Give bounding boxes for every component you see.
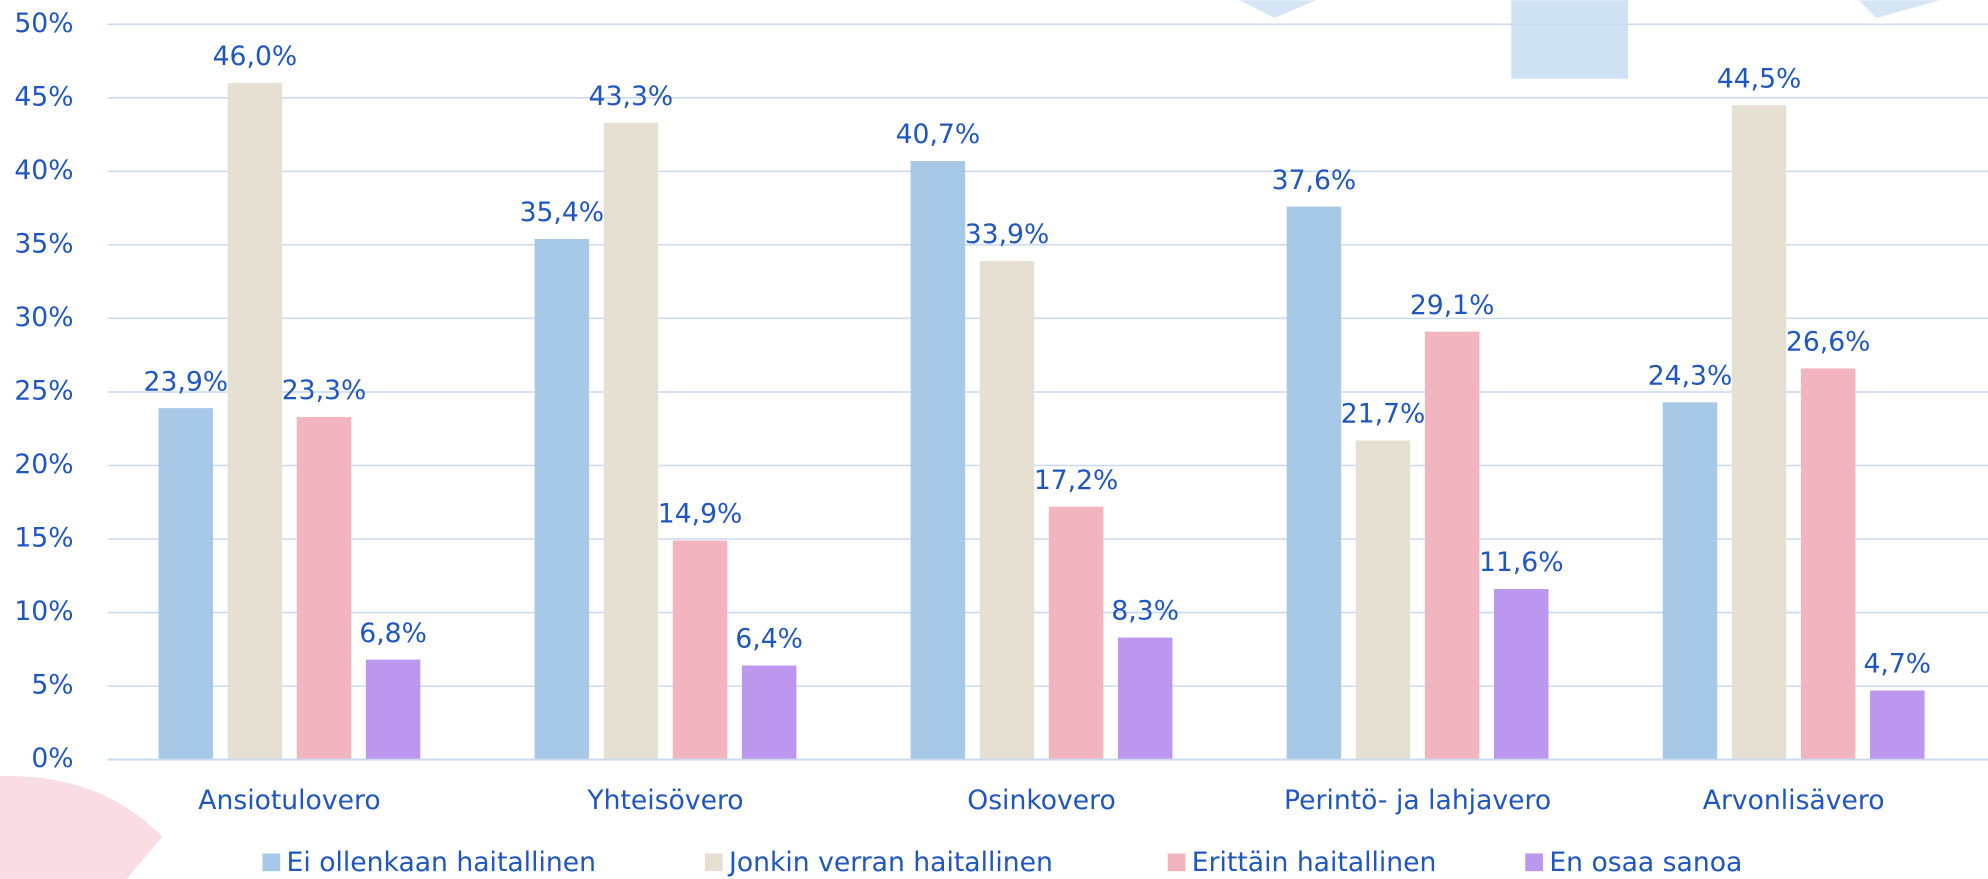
bar <box>1048 506 1104 760</box>
legend-label: Erittäin haitallinen <box>1192 847 1437 878</box>
decoration <box>1239 0 1317 18</box>
x-tick-label: Perintö- ja lahjavero <box>1284 785 1551 816</box>
value-label: 46,0% <box>213 41 298 72</box>
value-label: 43,3% <box>589 81 674 112</box>
value-label: 8,3% <box>1111 596 1179 627</box>
bar <box>534 239 590 760</box>
legend-swatch <box>1167 853 1186 872</box>
legend-swatch <box>262 853 281 872</box>
value-label: 14,9% <box>658 499 743 530</box>
bar <box>296 416 352 760</box>
bar <box>1424 331 1480 760</box>
bar <box>1117 637 1173 760</box>
bar <box>1731 105 1787 760</box>
value-label: 29,1% <box>1410 290 1495 321</box>
x-tick-label: Arvonlisävero <box>1703 785 1885 816</box>
value-label: 33,9% <box>965 219 1050 250</box>
bar <box>672 540 728 760</box>
decoration <box>0 776 163 879</box>
bar <box>158 408 214 760</box>
legend-label: Ei ollenkaan haitallinen <box>287 847 596 878</box>
value-label: 35,4% <box>520 197 605 228</box>
value-label: 23,9% <box>144 366 229 397</box>
y-tick-label: 5% <box>31 670 73 701</box>
value-label: 21,7% <box>1341 399 1426 430</box>
x-tick-label: Ansiotulovero <box>198 785 380 816</box>
y-tick-label: 25% <box>14 375 73 406</box>
decoration <box>1858 0 1940 18</box>
y-tick-label: 15% <box>14 523 73 554</box>
legend-label: Jonkin verran haitallinen <box>727 847 1053 878</box>
bar <box>1662 402 1718 760</box>
value-label: 26,6% <box>1786 327 1871 358</box>
y-tick-label: 40% <box>14 155 73 186</box>
value-label: 24,3% <box>1648 360 1733 391</box>
legend-swatch <box>1525 853 1543 872</box>
decoration <box>1511 0 1628 79</box>
y-tick-label: 35% <box>14 228 73 259</box>
bar <box>227 83 283 760</box>
bar <box>1870 690 1925 760</box>
y-tick-label: 45% <box>14 81 73 112</box>
bar <box>910 161 966 760</box>
bar <box>603 122 659 760</box>
value-label: 4,7% <box>1863 649 1931 680</box>
value-label: 6,4% <box>735 624 803 655</box>
x-tick-label: Osinkovero <box>967 785 1116 816</box>
bar <box>1286 206 1342 760</box>
value-label: 37,6% <box>1272 165 1357 196</box>
x-tick-label: Yhteisövero <box>586 785 743 816</box>
bar <box>1355 440 1411 760</box>
bar <box>1493 589 1549 760</box>
value-label: 40,7% <box>896 119 981 150</box>
y-tick-label: 20% <box>14 449 73 480</box>
value-label: 11,6% <box>1479 547 1564 578</box>
value-label: 17,2% <box>1034 465 1119 496</box>
legend-swatch <box>704 853 723 872</box>
value-label: 44,5% <box>1717 63 1802 94</box>
y-tick-label: 30% <box>14 302 73 333</box>
y-tick-label: 10% <box>14 596 73 627</box>
bar <box>365 659 421 760</box>
bar <box>979 261 1035 760</box>
bar <box>741 665 797 760</box>
y-tick-label: 50% <box>14 8 73 39</box>
bar <box>1800 368 1856 760</box>
y-tick-label: 0% <box>31 743 73 774</box>
value-label: 6,8% <box>359 618 427 649</box>
legend-label: En osaa sanoa <box>1549 847 1742 878</box>
value-label: 23,3% <box>282 375 367 406</box>
